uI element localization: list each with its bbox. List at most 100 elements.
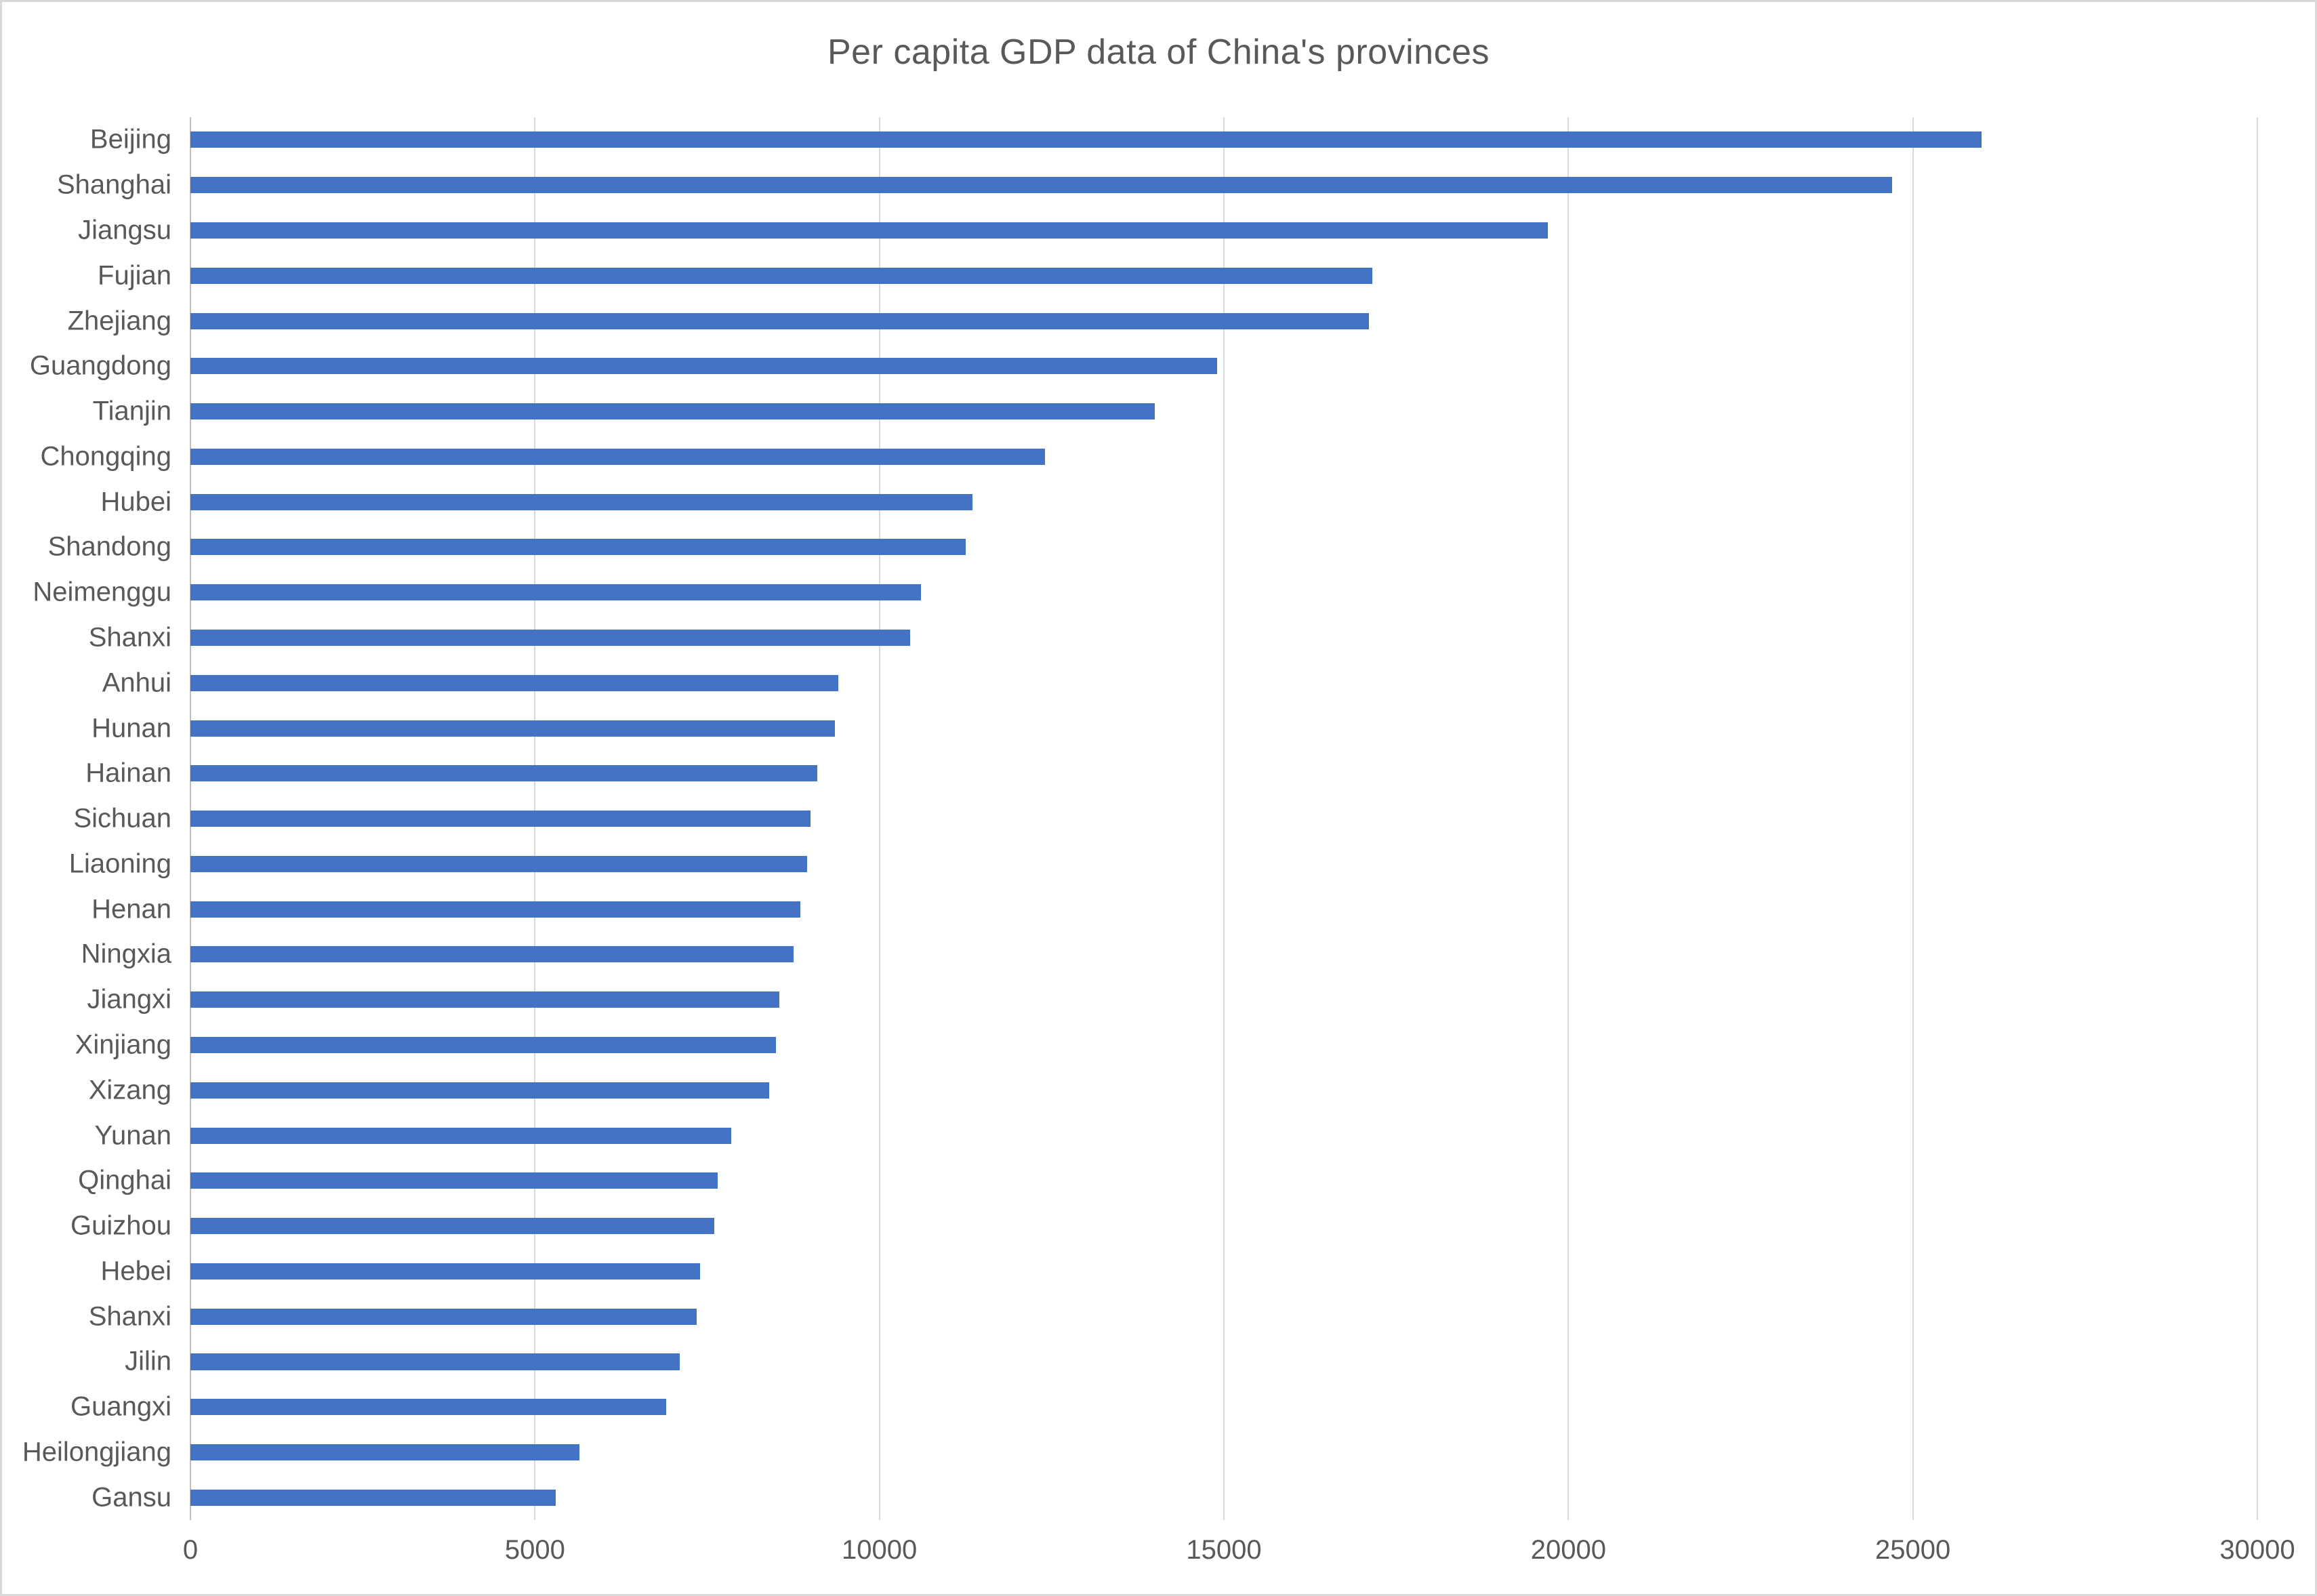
category-label: Yunan bbox=[94, 1120, 171, 1151]
gridline bbox=[1567, 117, 1570, 1520]
bar-row: Neimenggu bbox=[33, 570, 2257, 615]
bar-row: Xizang bbox=[89, 1067, 2257, 1113]
bar-row: Tianjin bbox=[93, 389, 2257, 434]
category-label: Jiangsu bbox=[78, 215, 171, 245]
category-label: Shanxi bbox=[88, 622, 171, 653]
bar-row: Anhui bbox=[102, 660, 2257, 705]
category-label: Hunan bbox=[91, 713, 171, 743]
bar-row: Shandong bbox=[48, 525, 2257, 570]
gridline bbox=[2257, 117, 2258, 1520]
bar-row: Sichuan bbox=[73, 796, 2257, 842]
bar bbox=[190, 1172, 718, 1189]
bar-row: Yunan bbox=[95, 1113, 2257, 1158]
bar bbox=[190, 991, 780, 1008]
bar bbox=[190, 855, 807, 872]
bar bbox=[190, 765, 818, 782]
category-label: Liaoning bbox=[68, 848, 171, 879]
category-label: Jilin bbox=[125, 1346, 171, 1376]
chart-title: Per capita GDP data of China's provinces bbox=[827, 33, 1490, 72]
category-label: Shanxi bbox=[88, 1301, 171, 1332]
category-label: Qinghai bbox=[78, 1165, 171, 1195]
category-label: Sichuan bbox=[73, 803, 171, 834]
bar-row: Chongqing bbox=[41, 434, 2257, 479]
bar bbox=[190, 1308, 697, 1325]
bar bbox=[190, 720, 835, 737]
x-tick-label: 15000 bbox=[1186, 1535, 1262, 1565]
bar bbox=[190, 1082, 769, 1099]
category-label: Tianjin bbox=[92, 396, 171, 426]
bar-row: Hubei bbox=[100, 479, 2257, 525]
bar bbox=[190, 674, 838, 691]
bar bbox=[190, 1037, 777, 1054]
bar bbox=[190, 539, 966, 556]
bar bbox=[190, 1444, 580, 1461]
bar-row: Qinghai bbox=[78, 1158, 2257, 1204]
category-label: Zhejiang bbox=[67, 306, 171, 336]
x-tick-label: 25000 bbox=[1875, 1535, 1951, 1565]
x-axis-labels: 0 5000 10000 15000 20000 25000 30000 bbox=[183, 1535, 2295, 1576]
category-label: Fujian bbox=[98, 260, 171, 291]
category-label: Shandong bbox=[47, 531, 171, 562]
bar bbox=[190, 222, 1548, 239]
category-label: Gansu bbox=[91, 1482, 171, 1513]
bar bbox=[190, 1263, 701, 1280]
bar-row: Fujian bbox=[98, 253, 2257, 298]
bar bbox=[190, 629, 911, 646]
bar bbox=[190, 403, 1155, 420]
x-tick-label: 30000 bbox=[2219, 1535, 2295, 1565]
bar-row: Shanxi bbox=[89, 1294, 2257, 1339]
bar bbox=[190, 493, 972, 510]
bar-row: Gansu bbox=[91, 1475, 2257, 1520]
bar-row: Jiangxi bbox=[87, 977, 2257, 1023]
bar bbox=[190, 584, 921, 601]
category-label: Chongqing bbox=[40, 441, 172, 472]
category-label: Guangxi bbox=[70, 1391, 171, 1422]
bar bbox=[190, 448, 1045, 465]
bar bbox=[190, 946, 794, 963]
plot-area: Beijing Shanghai Jiangsu Fujian Zhejiang Guan… bbox=[22, 117, 2258, 1520]
bar-row: Hunan bbox=[91, 705, 2257, 751]
bar-row: Beijing bbox=[90, 117, 2257, 163]
bar bbox=[190, 358, 1217, 375]
category-label: Shanghai bbox=[56, 169, 171, 200]
bar-row: Guangxi bbox=[70, 1385, 2257, 1430]
x-tick-label: 5000 bbox=[504, 1535, 565, 1565]
category-label: Hubei bbox=[100, 487, 171, 517]
category-label: Neimenggu bbox=[33, 577, 171, 607]
bar-row: Guangdong bbox=[30, 344, 2257, 389]
bar-row: Heilongjiang bbox=[22, 1430, 2257, 1475]
gridline bbox=[1223, 117, 1225, 1520]
category-label: Heilongjiang bbox=[22, 1437, 171, 1467]
bar-row: Jiangsu bbox=[78, 208, 2257, 253]
bar-row: Guizhou bbox=[70, 1204, 2257, 1249]
bar-row: Henan bbox=[91, 886, 2257, 932]
bar-row: Shanxi bbox=[89, 615, 2257, 661]
bar-row: Xinjiang bbox=[75, 1023, 2257, 1068]
bar bbox=[190, 1489, 556, 1506]
bar bbox=[190, 312, 1369, 329]
bar bbox=[190, 131, 1982, 148]
bar-row: Shanghai bbox=[57, 163, 2257, 208]
bar bbox=[190, 901, 800, 918]
bar bbox=[190, 267, 1372, 284]
category-label: Hainan bbox=[85, 758, 171, 788]
gridline bbox=[1912, 117, 1914, 1520]
gridline bbox=[878, 117, 880, 1520]
bar-row: Liaoning bbox=[69, 842, 2257, 887]
bar bbox=[190, 1127, 732, 1144]
category-label: Hebei bbox=[100, 1256, 171, 1286]
bar bbox=[190, 177, 1893, 194]
bar-rows: Beijing Shanghai Jiangsu Fujian Zhejiang Guan… bbox=[22, 117, 2257, 1520]
bar-row: Jilin bbox=[125, 1339, 2257, 1385]
category-label: Beijing bbox=[89, 124, 171, 155]
bar-row: Zhejiang bbox=[68, 298, 2257, 344]
category-label: Xinjiang bbox=[75, 1029, 171, 1060]
x-tick-label: 10000 bbox=[842, 1535, 918, 1565]
category-label: Anhui bbox=[102, 668, 171, 698]
bar bbox=[190, 1399, 666, 1416]
x-tick-label: 0 bbox=[182, 1535, 199, 1565]
category-label: Henan bbox=[91, 894, 171, 924]
bar-row: Hainan bbox=[85, 751, 2257, 796]
category-label: Xizang bbox=[88, 1075, 171, 1105]
